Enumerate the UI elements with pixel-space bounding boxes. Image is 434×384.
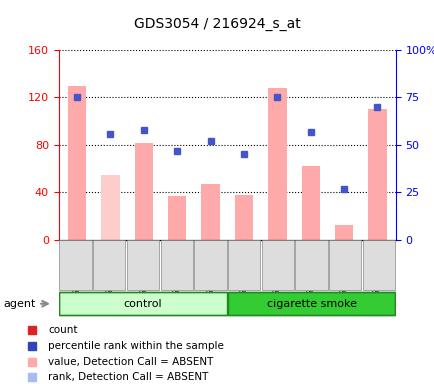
Text: control: control	[123, 299, 162, 309]
Bar	[267, 88, 286, 240]
FancyBboxPatch shape	[93, 240, 125, 290]
Text: agent: agent	[3, 299, 35, 309]
FancyBboxPatch shape	[295, 240, 327, 290]
Text: rank, Detection Call = ABSENT: rank, Detection Call = ABSENT	[48, 372, 208, 382]
FancyBboxPatch shape	[227, 240, 260, 290]
FancyBboxPatch shape	[362, 240, 394, 290]
Bar	[334, 225, 352, 240]
Bar	[301, 166, 319, 240]
Bar	[68, 86, 86, 240]
Bar	[168, 196, 186, 240]
Text: GDS3054 / 216924_s_at: GDS3054 / 216924_s_at	[134, 17, 300, 31]
FancyBboxPatch shape	[59, 240, 92, 290]
FancyBboxPatch shape	[329, 240, 361, 290]
FancyBboxPatch shape	[261, 240, 293, 290]
Bar	[234, 195, 253, 240]
Bar	[368, 109, 386, 240]
Text: cigarette smoke: cigarette smoke	[266, 299, 356, 309]
FancyBboxPatch shape	[59, 292, 226, 316]
FancyBboxPatch shape	[127, 240, 159, 290]
Bar	[101, 175, 119, 240]
Bar	[135, 142, 153, 240]
Text: value, Detection Call = ABSENT: value, Detection Call = ABSENT	[48, 357, 213, 367]
Text: percentile rank within the sample: percentile rank within the sample	[48, 341, 224, 351]
FancyBboxPatch shape	[160, 240, 192, 290]
FancyBboxPatch shape	[227, 292, 394, 316]
Bar	[201, 184, 219, 240]
Text: count: count	[48, 326, 77, 336]
FancyBboxPatch shape	[194, 240, 226, 290]
